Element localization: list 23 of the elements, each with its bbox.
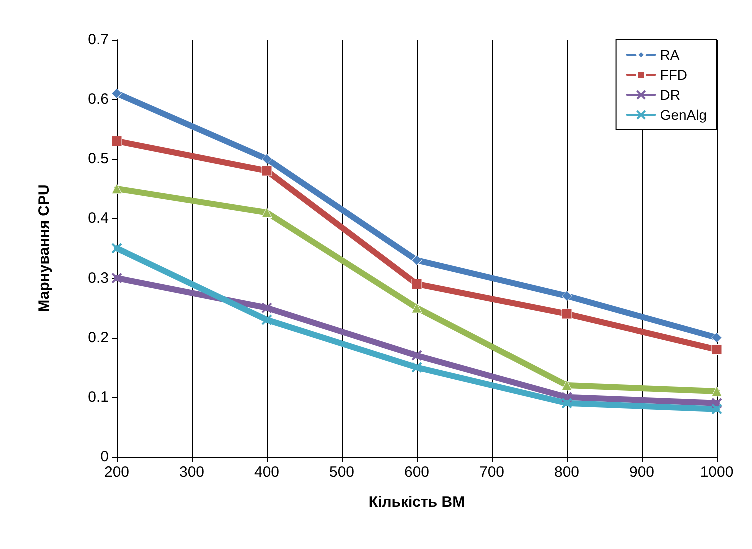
y-tick-label: 0.2 xyxy=(88,329,109,346)
y-tick-label: 0.4 xyxy=(88,210,109,228)
x-tick-label: 800 xyxy=(554,464,580,481)
x-tick-label: 300 xyxy=(179,464,205,481)
y-axis-title: Марнування CPU xyxy=(36,184,53,312)
x-tick-label: 900 xyxy=(629,464,655,481)
y-tick-label: 0 xyxy=(100,448,109,466)
x-tick-label: 600 xyxy=(404,464,430,481)
y-tick-label: 0.1 xyxy=(88,388,109,406)
y-tick-label: 0.6 xyxy=(88,91,109,108)
legend-label: FFD xyxy=(660,67,688,83)
x-tick-label: 200 xyxy=(104,464,130,481)
legend-label: DR xyxy=(660,87,681,103)
x-tick-label: 700 xyxy=(479,464,505,481)
x-tick-label: 1000 xyxy=(700,464,734,481)
x-axis-title: Кількість ВМ xyxy=(368,494,466,511)
y-tick-label: 0.7 xyxy=(88,32,109,48)
y-tick-label: 0.5 xyxy=(88,150,109,168)
legend-label: GenAlg xyxy=(660,107,708,123)
y-tick-label: 0.3 xyxy=(88,270,109,287)
legend-label: RA xyxy=(660,47,680,63)
x-tick-label: 500 xyxy=(329,464,355,481)
x-tick-label: 400 xyxy=(254,464,280,481)
